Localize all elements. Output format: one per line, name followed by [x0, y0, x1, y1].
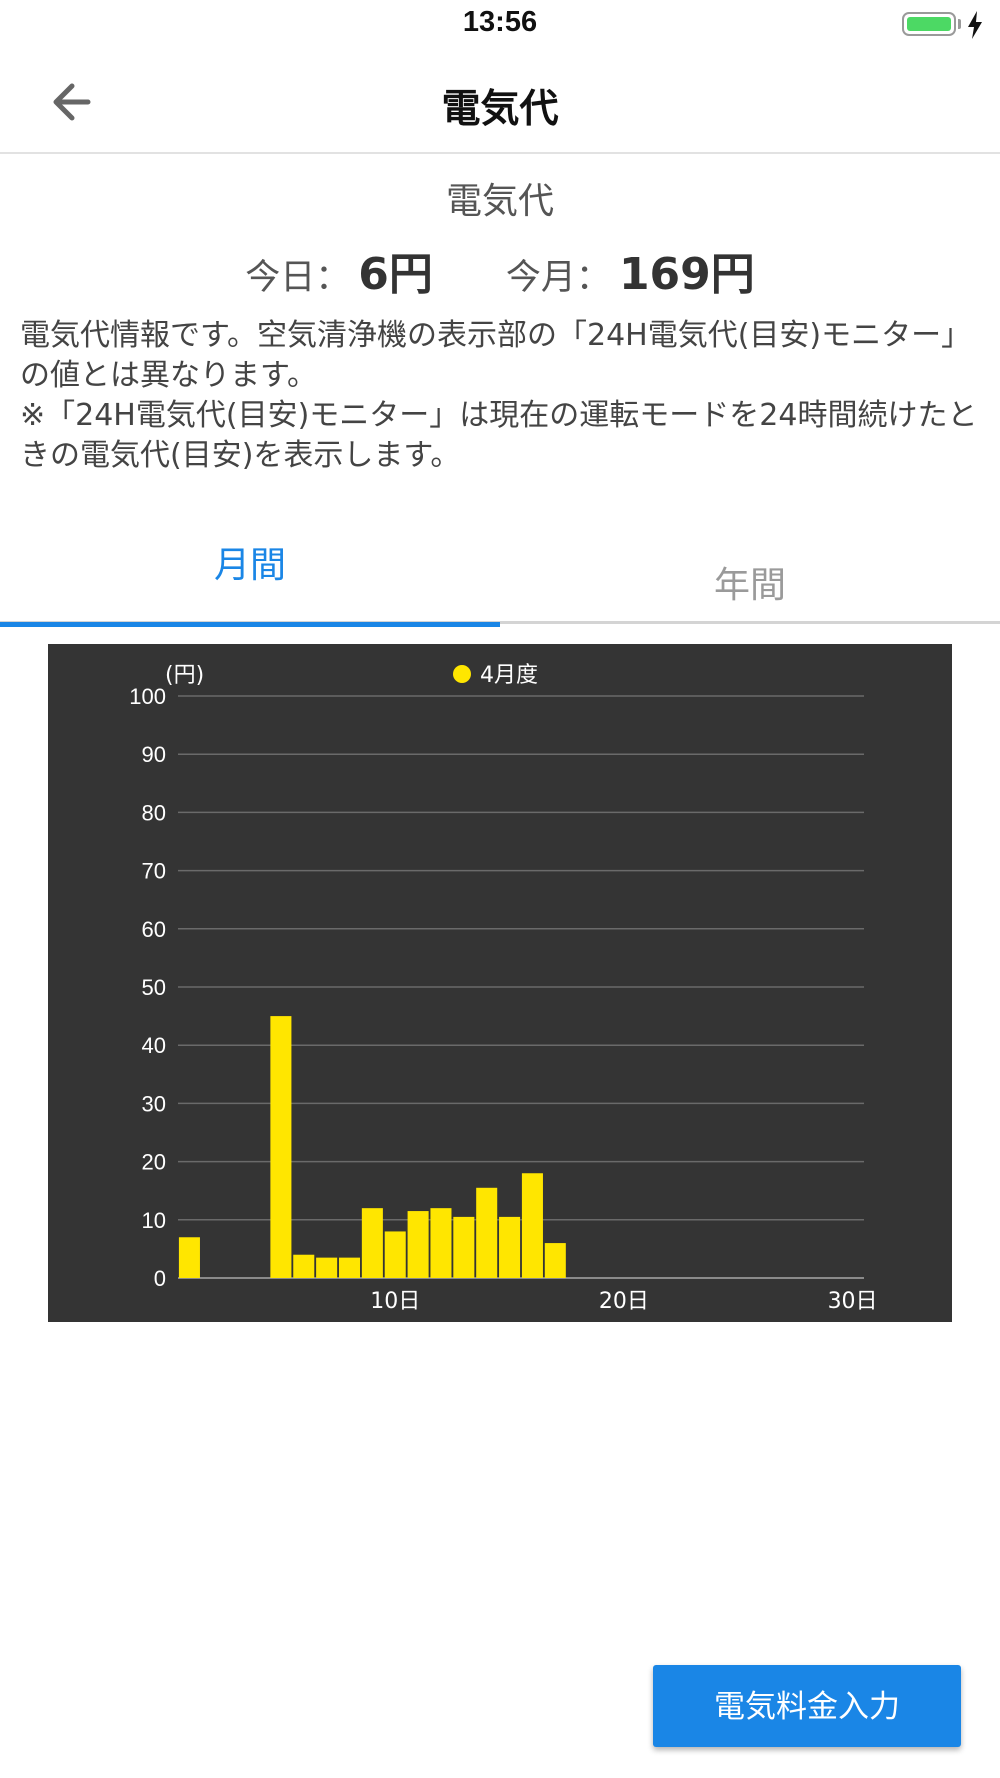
- cost-summary: 今日： 6円 今月： 169円: [0, 238, 1000, 302]
- y-tick-label: 90: [142, 742, 166, 767]
- battery-cap: [958, 19, 961, 29]
- legend-swatch: [453, 665, 471, 683]
- tab-monthly[interactable]: 月間: [0, 518, 500, 627]
- period-tabs: 月間 年間: [0, 518, 1000, 627]
- charging-bolt-icon: [968, 11, 982, 39]
- y-tick-label: 80: [142, 800, 166, 825]
- back-button[interactable]: [46, 74, 110, 130]
- nav-bar: 電気代: [0, 52, 1000, 154]
- bar-day-13: [453, 1216, 475, 1278]
- active-tab-indicator: [0, 622, 500, 627]
- bar-day-1: [178, 1237, 200, 1278]
- month-cost: 今月： 169円: [506, 238, 755, 302]
- today-label: 今日：: [245, 258, 351, 298]
- x-tick-label: 10日: [370, 1289, 420, 1314]
- status-time: 13:56: [462, 6, 538, 38]
- today-cost: 今日： 6円: [245, 238, 433, 302]
- x-tick-label: 30日: [828, 1289, 878, 1314]
- bar-day-10: [384, 1231, 406, 1278]
- y-tick-label: 60: [142, 917, 166, 942]
- bar-day-17: [544, 1243, 566, 1278]
- bar-day-9: [361, 1208, 383, 1278]
- arrow-left-icon: [53, 83, 91, 121]
- bar-day-8: [338, 1257, 361, 1278]
- electricity-rate-input-button[interactable]: 電気料金入力: [653, 1665, 961, 1747]
- description-note: ※「24H電気代(目安)モニター」は現在の運転モードを24時間続けたときの電気代…: [20, 398, 978, 473]
- bar-day-12: [430, 1208, 452, 1278]
- battery-icon: [902, 12, 956, 36]
- y-tick-label: 30: [142, 1091, 166, 1116]
- page-title: 電気代: [441, 88, 559, 131]
- bar-day-16: [521, 1173, 543, 1278]
- x-tick-label: 20日: [599, 1289, 649, 1314]
- bar-day-7: [316, 1257, 338, 1278]
- tab-monthly-label: 月間: [213, 545, 286, 586]
- bar-day-5: [270, 1016, 292, 1278]
- section-title: 電気代: [445, 181, 554, 222]
- description-line: 電気代情報です。空気清浄機の表示部の「24H電気代(目安)モニター」の値とは異な…: [20, 318, 972, 393]
- y-tick-label: 50: [142, 975, 166, 1000]
- y-tick-label: 40: [142, 1033, 166, 1058]
- tab-yearly-label: 年間: [713, 565, 786, 606]
- month-value: 169円: [618, 249, 755, 300]
- description: 電気代情報です。空気清浄機の表示部の「24H電気代(目安)モニター」の値とは異な…: [20, 316, 980, 476]
- status-bar: 13:56: [0, 0, 1000, 52]
- chart-canvas: 0 10 20 30 40 50 60 70 80 90 100(円) 4月度 10日 20日 30日: [129, 663, 878, 1314]
- bar-day-15: [499, 1216, 521, 1278]
- y-tick-label: 10: [142, 1208, 166, 1233]
- monthly-cost-chart: 0 10 20 30 40 50 60 70 80 90 100 (円) 4月度 10日 20日 30日: [48, 644, 952, 1322]
- bar-day-11: [407, 1211, 429, 1278]
- y-tick-label: 100: [129, 684, 166, 709]
- legend-label: 4月度: [480, 663, 538, 688]
- month-label: 今月：: [505, 258, 611, 298]
- tab-yearly[interactable]: 年間: [500, 518, 1000, 624]
- today-value: 6円: [358, 249, 433, 300]
- y-tick-label: 70: [142, 859, 166, 884]
- bar-day-14: [476, 1187, 498, 1278]
- bar-day-6: [293, 1254, 315, 1278]
- y-unit-label: (円): [165, 663, 204, 688]
- y-tick-label: 0: [154, 1266, 166, 1291]
- y-tick-label: 20: [142, 1150, 166, 1175]
